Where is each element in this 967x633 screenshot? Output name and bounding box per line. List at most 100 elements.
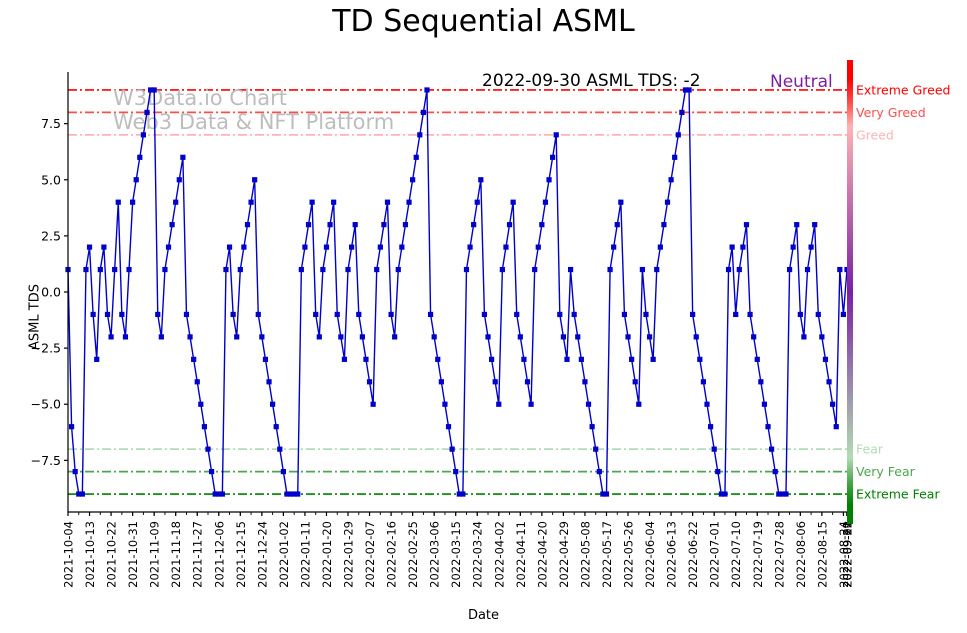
data-point-marker <box>481 311 488 318</box>
sentiment-gradient-bar <box>847 60 853 524</box>
data-point-marker <box>442 401 448 407</box>
data-point-marker <box>636 401 642 407</box>
data-point-marker <box>280 468 286 475</box>
data-point-marker <box>413 154 419 160</box>
zone-label-extreme-fear: Extreme Fear <box>856 487 940 502</box>
zone-label-very-greed: Very Greed <box>856 105 926 120</box>
x-tick-label: 2022-08-15 <box>815 521 829 588</box>
data-point-marker <box>697 356 703 362</box>
x-tick-label: 2021-11-09 <box>148 521 162 588</box>
data-point-marker <box>740 244 746 250</box>
data-point-marker <box>147 87 154 93</box>
data-point-marker <box>672 154 678 160</box>
zone-labels-group: Extreme Greed Very Greed Greed Fear Very Fea… <box>856 82 950 501</box>
x-tick-label: 2022-09-20 <box>841 521 855 588</box>
data-point-marker <box>151 87 157 93</box>
data-point-marker <box>830 401 836 407</box>
zone-label-extreme-greed: Extreme Greed <box>856 82 950 97</box>
data-point-marker <box>183 311 190 318</box>
data-point-marker <box>542 199 549 205</box>
data-point-marker <box>754 356 760 362</box>
data-point-marker <box>410 177 416 183</box>
data-point-marker <box>693 334 699 340</box>
chart-title: TD Sequential ASML <box>332 4 635 39</box>
data-point-marker <box>216 491 222 497</box>
data-point-marker <box>758 379 764 385</box>
data-point-marker <box>460 491 466 497</box>
data-point-marker <box>230 311 236 318</box>
data-point-marker <box>769 446 775 452</box>
data-point-marker <box>349 244 355 250</box>
x-tick-label: 2022-04-11 <box>514 521 528 588</box>
data-point-marker <box>327 222 333 228</box>
data-point-marker <box>277 446 283 452</box>
data-point-marker <box>700 379 707 385</box>
data-point-marker <box>686 87 692 93</box>
data-point-marker <box>715 468 721 475</box>
data-point-marker <box>201 424 208 430</box>
data-point-marker <box>765 424 771 430</box>
data-point-marker <box>546 177 552 183</box>
data-point-marker <box>503 244 509 250</box>
data-point-marker <box>571 311 577 318</box>
data-point-marker <box>761 401 768 407</box>
x-tick-label: 2022-01-02 <box>277 521 291 588</box>
data-point-marker <box>173 199 179 205</box>
x-tick-label: 2022-01-20 <box>320 521 334 588</box>
data-point-marker <box>162 266 168 273</box>
data-point-marker <box>331 199 337 205</box>
data-point-marker <box>255 311 261 318</box>
data-point-marker <box>718 491 724 497</box>
data-point-marker <box>144 109 150 116</box>
data-point-marker <box>417 132 423 138</box>
data-point-marker <box>478 177 484 183</box>
x-tick-label: 2022-09-02 <box>841 521 855 588</box>
data-point-marker <box>287 491 294 497</box>
data-point-marker <box>593 446 599 452</box>
data-point-marker <box>90 311 96 318</box>
data-point-marker <box>198 401 204 407</box>
data-point-marker <box>208 468 215 475</box>
data-point-marker <box>234 334 240 340</box>
x-tick-label: 2022-07-10 <box>729 521 743 588</box>
data-point-marker <box>86 244 93 250</box>
threshold-lines-group <box>68 89 847 495</box>
data-point-marker <box>797 311 803 318</box>
data-point-marker <box>747 311 753 318</box>
data-point-marker <box>643 311 649 318</box>
x-tick-label: 2022-03-24 <box>471 521 485 588</box>
data-point-marker <box>130 199 136 205</box>
data-point-marker <box>801 334 807 340</box>
x-tick-label: 2022-02-25 <box>406 521 420 588</box>
data-point-marker <box>298 266 304 273</box>
data-point-marker <box>600 491 606 497</box>
data-point-marker <box>104 311 111 318</box>
data-point-marker <box>736 266 742 273</box>
data-point-marker <box>611 244 617 250</box>
data-point-marker <box>176 177 182 183</box>
y-tick-label: −7.5 <box>31 453 61 468</box>
x-tick-label: 2022-01-11 <box>298 521 312 588</box>
data-point-marker <box>560 334 566 340</box>
data-point-marker <box>79 491 85 497</box>
x-tick-label: 2022-06-22 <box>686 521 700 588</box>
data-point-marker <box>632 379 638 385</box>
x-tick-label: 2021-10-31 <box>126 521 140 588</box>
x-tick-label: 2022-05-26 <box>622 521 636 588</box>
data-point-marker <box>840 311 847 318</box>
data-point-marker <box>629 356 635 362</box>
x-tick-label: 2022-03-15 <box>449 521 463 588</box>
data-point-marker <box>237 266 243 273</box>
data-point-marker <box>822 356 829 362</box>
data-point-marker <box>212 491 218 497</box>
data-point-marker <box>517 334 523 340</box>
y-tick-label: 2.5 <box>41 228 61 243</box>
data-point-marker <box>445 424 452 430</box>
x-axis-label: Date <box>467 608 500 623</box>
x-tick-label: 2022-09-29 <box>841 521 855 588</box>
data-point-marker <box>377 244 383 250</box>
y-tick-label: 5.0 <box>41 172 61 187</box>
data-point-marker <box>316 334 322 340</box>
